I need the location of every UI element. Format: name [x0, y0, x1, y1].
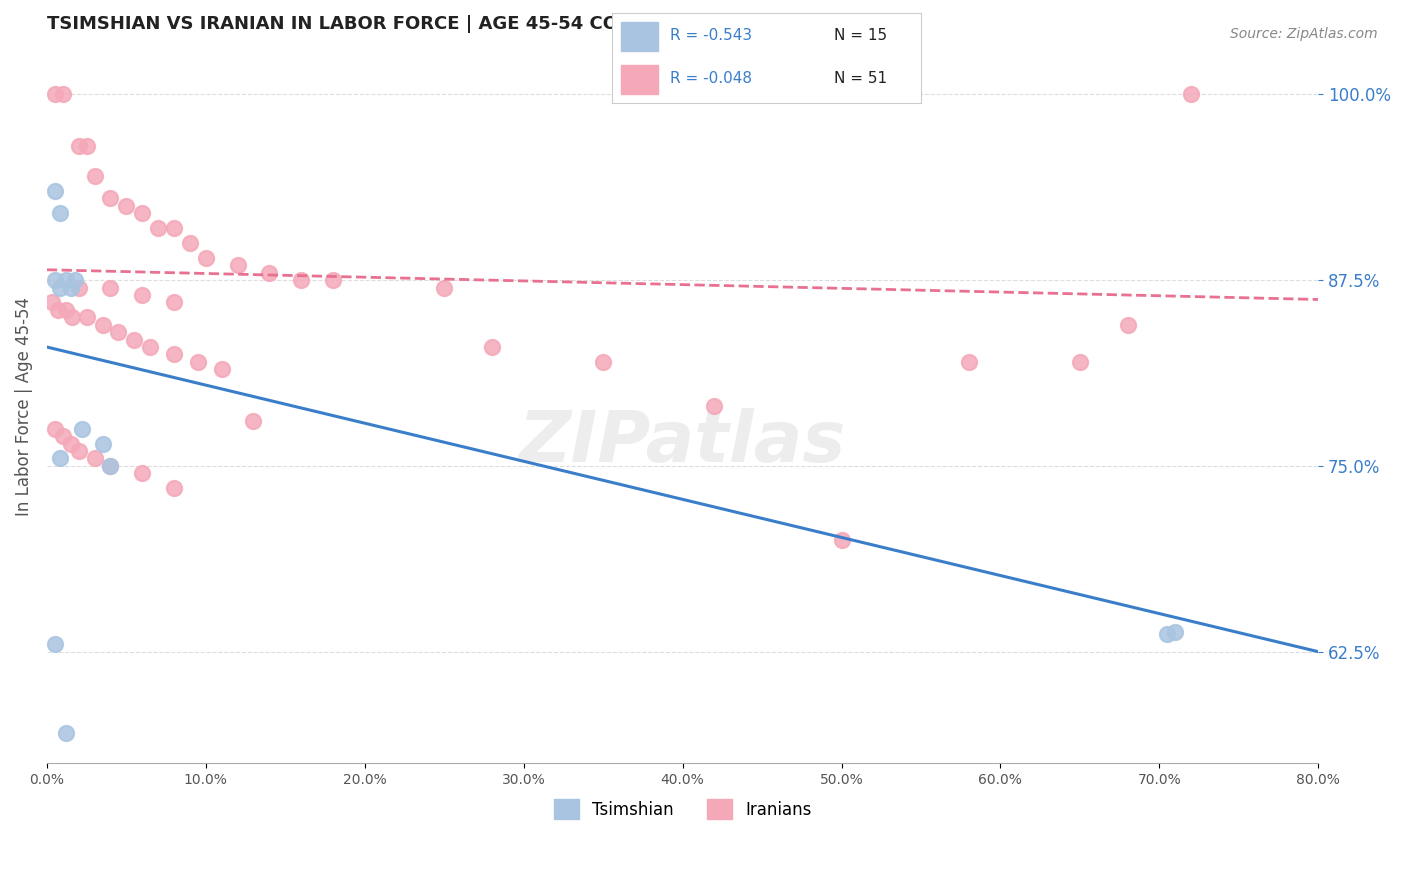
Point: [115, 199, 138, 213]
Point: [67, 444, 90, 458]
Point: [70, 422, 93, 436]
Point: [44, 422, 66, 436]
Point: [163, 295, 186, 310]
Point: [242, 414, 264, 428]
Point: [59, 436, 82, 450]
Point: [100, 458, 122, 473]
Point: [1116, 318, 1139, 332]
Point: [91, 318, 114, 332]
Text: R = -0.543: R = -0.543: [671, 29, 752, 43]
Point: [67, 280, 90, 294]
Point: [83, 451, 105, 466]
Point: [44, 87, 66, 102]
Point: [1164, 625, 1187, 640]
Point: [91, 436, 114, 450]
Point: [41, 295, 63, 310]
Point: [592, 355, 614, 369]
Point: [131, 206, 153, 220]
Point: [481, 340, 503, 354]
Point: [163, 481, 186, 495]
Point: [100, 280, 122, 294]
Point: [76, 310, 98, 325]
Point: [52, 429, 75, 443]
Point: [55, 302, 77, 317]
Point: [76, 139, 98, 153]
Point: [187, 355, 209, 369]
Point: [44, 184, 66, 198]
Text: R = -0.048: R = -0.048: [671, 71, 752, 86]
Point: [194, 251, 217, 265]
Point: [48, 206, 70, 220]
Text: N = 51: N = 51: [834, 71, 887, 86]
Point: [100, 458, 122, 473]
Point: [48, 451, 70, 466]
Point: [65, 273, 87, 287]
Point: [46, 302, 69, 317]
Point: [60, 310, 83, 325]
Point: [67, 139, 90, 153]
Point: [48, 280, 70, 294]
Y-axis label: In Labor Force | Age 45-54: In Labor Force | Age 45-54: [15, 297, 32, 516]
Point: [44, 637, 66, 651]
Point: [146, 221, 169, 235]
Point: [139, 340, 162, 354]
Point: [52, 87, 75, 102]
Point: [131, 467, 153, 481]
Point: [259, 266, 281, 280]
Point: [107, 325, 129, 339]
Point: [179, 235, 201, 250]
Point: [44, 273, 66, 287]
Text: N = 15: N = 15: [834, 29, 887, 43]
Point: [55, 273, 77, 287]
Point: [211, 362, 233, 376]
Point: [226, 258, 249, 272]
Point: [1156, 627, 1178, 641]
Legend: Tsimshian, Iranians: Tsimshian, Iranians: [547, 792, 818, 826]
Text: Source: ZipAtlas.com: Source: ZipAtlas.com: [1230, 27, 1378, 41]
Point: [1069, 355, 1091, 369]
Point: [131, 288, 153, 302]
Point: [703, 400, 725, 414]
Text: ZIPatlas: ZIPatlas: [519, 408, 846, 476]
Point: [100, 191, 122, 205]
Point: [1180, 87, 1202, 102]
Bar: [621, 22, 658, 51]
Point: [124, 333, 146, 347]
Point: [163, 347, 186, 361]
Text: TSIMSHIAN VS IRANIAN IN LABOR FORCE | AGE 45-54 CORRELATION CHART: TSIMSHIAN VS IRANIAN IN LABOR FORCE | AG…: [46, 15, 804, 33]
Point: [55, 726, 77, 740]
Point: [831, 533, 853, 548]
Point: [322, 273, 344, 287]
Point: [83, 169, 105, 183]
Point: [433, 280, 456, 294]
Point: [290, 273, 312, 287]
Bar: [621, 65, 658, 94]
Point: [957, 355, 980, 369]
Point: [59, 280, 82, 294]
Point: [163, 221, 186, 235]
